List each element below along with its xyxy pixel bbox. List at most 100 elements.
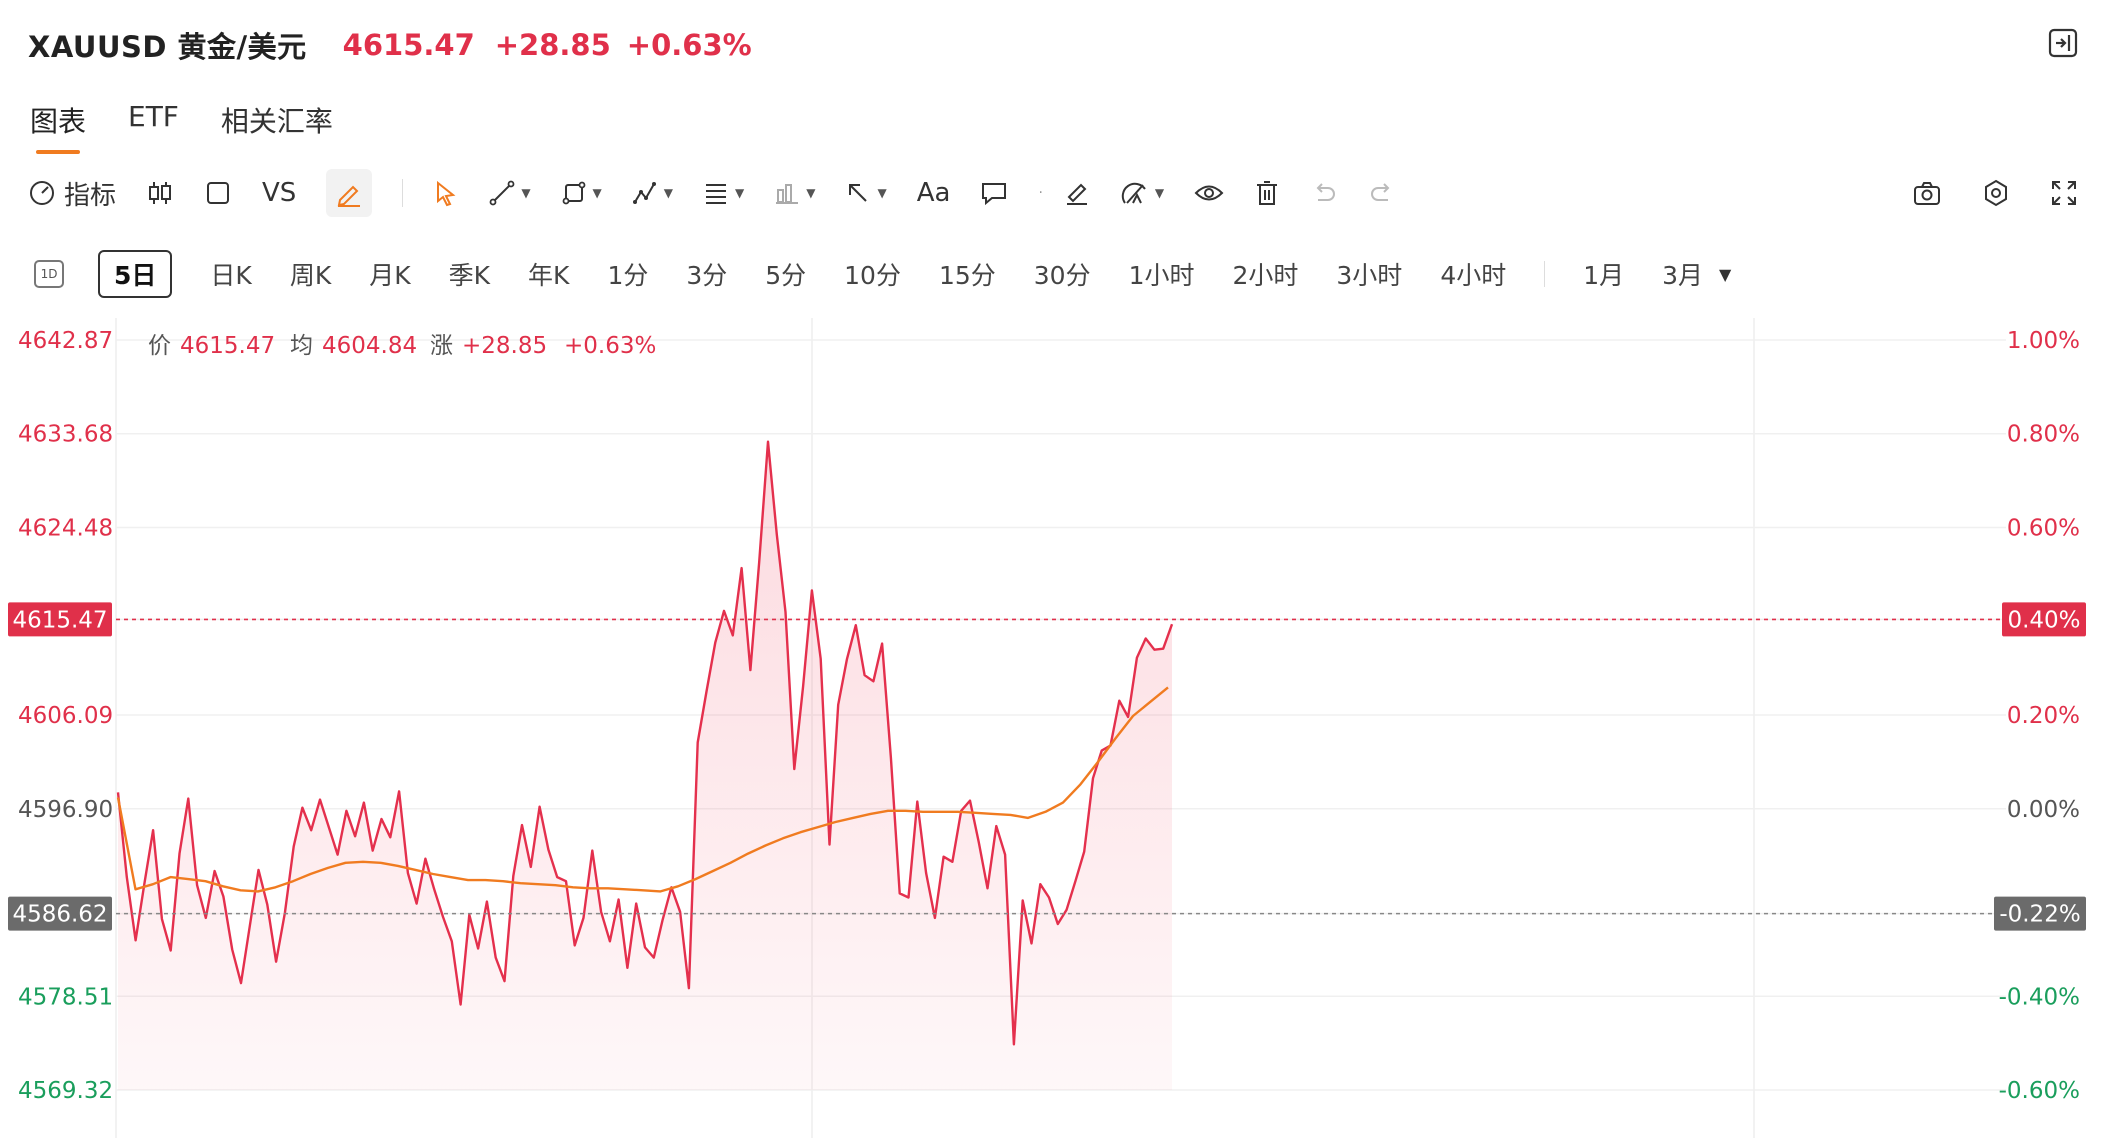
fibonacci-icon xyxy=(706,184,727,204)
period-3h[interactable]: 3小时 xyxy=(1336,261,1403,290)
period-5d[interactable]: 5日 xyxy=(98,250,173,298)
percent-tick-label: 0.60% xyxy=(2007,516,2080,542)
marker-pct-badge xyxy=(1994,896,2086,931)
percent-tick-label: 1.00% xyxy=(2007,328,2080,354)
magnet-tool[interactable] xyxy=(1063,169,1091,217)
collapse-panel-button[interactable] xyxy=(2048,28,2078,58)
period-1min[interactable]: 1分 xyxy=(607,261,649,290)
delete-drawings-tool[interactable] xyxy=(1254,169,1280,217)
current-pct-badge-text: 0.40% xyxy=(2007,607,2080,633)
tab-chart[interactable]: 图表 xyxy=(30,100,86,154)
percent-axis: 1.00% 0.80% 0.60% 0.20% 0.00% -0.40% -0.60% xyxy=(1999,328,2080,1104)
period-5min[interactable]: 5分 xyxy=(765,261,807,290)
bar-measure-icon xyxy=(776,184,799,204)
camera-icon xyxy=(1914,182,1940,205)
toolbar-divider xyxy=(402,179,404,207)
period-day-k[interactable]: 日K xyxy=(210,261,252,290)
gear-icon xyxy=(1985,179,2007,207)
cursor-icon xyxy=(437,180,456,207)
price-tick-label: 4633.68 xyxy=(18,422,113,448)
hide-drawings-tool[interactable]: ▼ xyxy=(1121,169,1164,217)
current-price-badge xyxy=(8,602,112,637)
square-icon xyxy=(207,182,230,204)
compare-button[interactable]: VS xyxy=(262,169,296,217)
drawing-visibility-icon xyxy=(1121,182,1146,204)
reference-lines: 4615.47 0.40% 4586.62 -0.22% xyxy=(8,602,2086,931)
marker-price-badge xyxy=(8,896,112,931)
info-pct-value: +0.63% xyxy=(564,333,656,359)
price-axis: 4642.87 4633.68 4624.48 4606.09 4596.90 4578.… xyxy=(18,328,113,1104)
period-divider xyxy=(1544,261,1546,287)
measure-tool[interactable]: ▼ xyxy=(774,169,815,217)
visibility-tool[interactable] xyxy=(1194,169,1224,217)
toolbar-dot: · xyxy=(1038,185,1043,201)
toolbar-right xyxy=(1872,168,2078,218)
period-week-k[interactable]: 周K xyxy=(289,261,332,290)
chevron-down-icon: ▼ xyxy=(521,186,531,200)
text-tool-label: Aa xyxy=(916,178,951,208)
pattern-tool[interactable]: ▼ xyxy=(632,169,673,217)
pattern-icon xyxy=(632,182,656,204)
gauge-icon xyxy=(30,181,54,205)
period-month-k[interactable]: 月K xyxy=(369,261,411,290)
chevron-down-icon: ▼ xyxy=(877,186,887,200)
chevron-down-icon: ▼ xyxy=(806,186,816,200)
period-10min[interactable]: 10分 xyxy=(844,261,901,290)
shape-tool[interactable]: ▼ xyxy=(561,169,602,217)
marker-pct-badge-text: -0.22% xyxy=(1999,902,2080,928)
redo-button[interactable] xyxy=(1368,169,1396,217)
period-more-chevron-icon[interactable]: ▼ xyxy=(1719,264,1732,284)
undo-button[interactable] xyxy=(1310,169,1338,217)
undo-icon xyxy=(1316,183,1336,201)
price-line xyxy=(116,440,1174,1046)
period-15min[interactable]: 15分 xyxy=(938,261,996,290)
fullscreen-button[interactable] xyxy=(2050,169,2078,217)
indicator-label: 指标 xyxy=(64,180,117,211)
period-year-k[interactable]: 年K xyxy=(528,261,570,290)
price-tick-label: 4569.32 xyxy=(18,1078,113,1104)
day-mode-button[interactable]: 1D xyxy=(34,260,64,288)
chevron-down-icon: ▼ xyxy=(1154,186,1165,200)
candle-type-button[interactable] xyxy=(146,169,174,217)
note-tool[interactable] xyxy=(980,169,1008,217)
period-3m[interactable]: 3月 xyxy=(1662,261,1704,290)
arrow-tool[interactable]: ▼ xyxy=(845,169,887,217)
info-chg-label: 涨 xyxy=(430,333,453,359)
tab-etf[interactable]: ETF xyxy=(128,100,179,133)
text-tool[interactable]: Aa xyxy=(917,169,951,217)
screenshot-button[interactable] xyxy=(1912,169,1942,217)
cursor-tool[interactable] xyxy=(433,169,459,217)
price-tick-label: 4606.09 xyxy=(18,703,113,729)
info-price-label: 价 xyxy=(148,333,171,359)
draw-toggle-button[interactable] xyxy=(326,169,373,217)
price-tick-label: 4624.48 xyxy=(18,516,113,542)
period-selector: 1D 5日 日K 周K 月K 季K 年K 1分 3分 5分 10分 15分 30… xyxy=(34,250,1769,298)
indicator-button[interactable]: 指标 xyxy=(28,169,116,217)
period-quarter-k[interactable]: 季K xyxy=(448,261,491,290)
price-tick-label: 4642.87 xyxy=(18,328,113,354)
price-tick-label: 4578.51 xyxy=(18,984,113,1010)
symbol-title: XAUUSD 黄金/美元 xyxy=(28,30,307,64)
candlestick-icon xyxy=(149,182,172,204)
magnet-icon xyxy=(1066,183,1087,205)
trash-icon xyxy=(1257,181,1278,205)
quote-header: XAUUSD 黄金/美元 4615.47 +28.85 +0.63% xyxy=(28,20,752,70)
trend-line-tool[interactable]: ▼ xyxy=(489,169,531,217)
eye-icon xyxy=(1194,185,1224,201)
tab-related-rates[interactable]: 相关汇率 xyxy=(220,105,333,138)
period-3min[interactable]: 3分 xyxy=(686,261,728,290)
period-1m[interactable]: 1月 xyxy=(1583,261,1625,290)
period-2h[interactable]: 2小时 xyxy=(1232,261,1299,290)
arrow-icon xyxy=(849,184,868,202)
period-1h[interactable]: 1小时 xyxy=(1128,261,1195,290)
chevron-down-icon: ▼ xyxy=(592,186,602,200)
fullscreen-icon xyxy=(2052,181,2076,205)
settings-button[interactable] xyxy=(1982,169,2010,217)
period-30min[interactable]: 30分 xyxy=(1033,261,1091,290)
info-avg-value: 4604.84 xyxy=(322,333,417,359)
price-chart[interactable]: 4642.87 4633.68 4624.48 4606.09 4596.90 4578.… xyxy=(0,318,2108,1138)
fib-tool[interactable]: ▼ xyxy=(703,169,744,217)
period-4h[interactable]: 4小时 xyxy=(1440,261,1507,290)
layout-button[interactable] xyxy=(204,169,232,217)
chart-toolbar: 指标 VS ▼ ▼ ▼ ▼ ▼ ▼ Aa · xyxy=(28,168,2078,218)
